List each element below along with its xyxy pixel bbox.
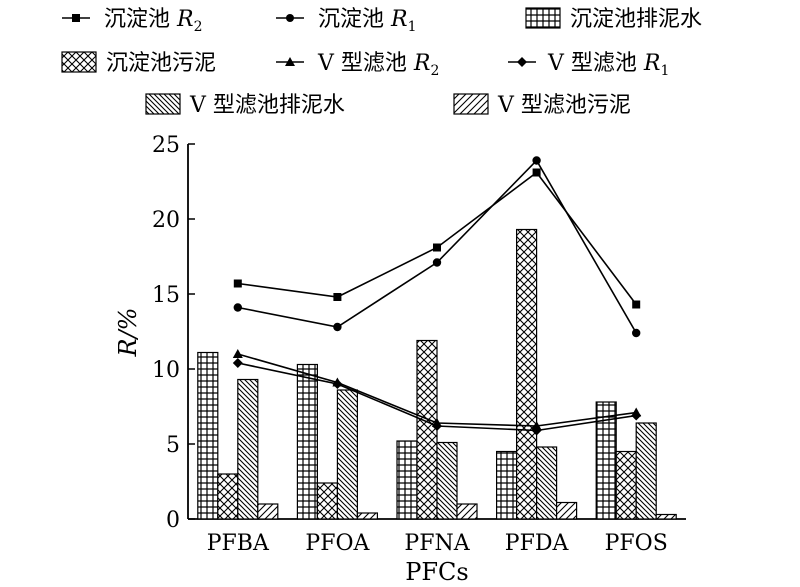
legend-symbol-line-2: R <box>390 7 408 32</box>
series-line-square <box>237 171 637 305</box>
svg-text:V 型滤池 R1: V 型滤池 R1 <box>547 51 669 79</box>
legend-label-bar-4: V 型滤池污泥 <box>497 93 631 118</box>
y-tick-label: 0 <box>166 508 180 533</box>
x-tick-label: PFDA <box>505 531 570 556</box>
bar-slash <box>655 513 677 520</box>
point-square <box>433 243 441 252</box>
legend-label-bar-1: 沉淀池排泥水 <box>570 7 702 32</box>
point-square <box>333 293 342 301</box>
point-circle <box>532 156 541 165</box>
legend-item-line-3: V 型滤池 R2 <box>276 51 439 79</box>
bar-slash <box>456 503 478 520</box>
bar-backslash <box>436 441 458 520</box>
bar-crosshatch <box>217 473 239 520</box>
y-tick-label: 15 <box>152 283 180 308</box>
y-ticks: 0 5 10 15 20 25 <box>152 133 195 533</box>
legend-sub-line-4: 1 <box>660 63 669 79</box>
legend-item-line-4: V 型滤池 R1 <box>508 51 669 79</box>
bar-slash <box>257 503 279 520</box>
legend-symbol-line-4: R <box>643 51 661 76</box>
x-axis-title: PFCs <box>405 558 468 586</box>
bar-slash <box>555 501 578 520</box>
point-diamond <box>531 425 542 436</box>
legend-symbol-line-3: R <box>413 51 431 76</box>
point-diamond <box>631 410 642 421</box>
point-circle <box>233 303 242 312</box>
bar-slash <box>356 512 378 520</box>
bar-grid <box>496 450 518 520</box>
legend-symbol-line-1: R <box>176 7 194 32</box>
legend-item-bar-3: V 型滤池排泥水 <box>145 93 345 118</box>
x-ticks: PFBA PFOA PFNA PFDA PFOS <box>207 512 668 556</box>
point-square <box>632 300 641 309</box>
bars <box>197 228 677 520</box>
legend-item-bar-2: 沉淀池污泥 <box>61 51 216 76</box>
point-diamond <box>232 358 243 368</box>
svg-text:沉淀池 R2: 沉淀池 R2 <box>104 7 203 35</box>
point-square <box>233 279 242 288</box>
bar-grid <box>197 351 219 520</box>
legend-label-line-3: V 型滤池 <box>317 51 407 76</box>
legend-item-line-1: 沉淀池 R2 <box>62 7 203 35</box>
y-tick-label: 25 <box>152 133 180 158</box>
axes: 0 5 10 15 20 25 PFBA PFOA PFNA PFDA PFOS R/% PFCs <box>114 133 686 586</box>
legend-label-bar-2: 沉淀池污泥 <box>106 51 216 76</box>
legend-label-bar-3: V 型滤池排泥水 <box>189 93 345 118</box>
point-diamond <box>432 421 442 431</box>
svg-text:沉淀池 R1: 沉淀池 R1 <box>318 7 417 35</box>
legend-sub-line-1: 2 <box>194 19 203 35</box>
point-circle <box>432 258 442 267</box>
bar-grid <box>296 363 318 520</box>
x-tick-label: PFOA <box>305 531 370 556</box>
legend: 沉淀池 R2 沉淀池 R1 沉淀池排泥水 沉淀池污泥 V 型滤池 R2 V 型滤… <box>61 7 702 118</box>
legend-label-line-1: 沉淀池 <box>104 7 170 32</box>
point-triangle <box>232 349 243 358</box>
lines <box>232 156 642 436</box>
point-circle <box>632 328 641 338</box>
y-axis-title: R/% <box>114 308 142 358</box>
point-circle <box>333 322 342 332</box>
svg-text:V 型滤池 R2: V 型滤池 R2 <box>317 51 439 79</box>
legend-label-line-2: 沉淀池 <box>318 7 384 32</box>
y-tick-label: 20 <box>152 208 180 233</box>
legend-item-bar-1: 沉淀池排泥水 <box>525 7 702 32</box>
bar-backslash <box>336 389 358 520</box>
bar-crosshatch <box>316 482 338 520</box>
y-tick-label: 5 <box>166 433 180 458</box>
bar-crosshatch <box>515 228 538 520</box>
bar-crosshatch <box>416 339 438 520</box>
bar-crosshatch <box>615 450 637 520</box>
legend-label-line-4: V 型滤池 <box>547 51 637 76</box>
legend-item-line-2: 沉淀池 R1 <box>276 7 417 35</box>
y-tick-label: 10 <box>152 358 180 383</box>
bar-backslash <box>635 422 657 520</box>
point-square <box>532 168 541 177</box>
point-diamond <box>332 379 343 389</box>
x-tick-label: PFNA <box>404 531 470 556</box>
legend-sub-line-3: 2 <box>430 63 439 79</box>
bar-backslash <box>535 446 558 520</box>
bar-backslash <box>237 378 259 520</box>
bar-grid <box>396 440 418 520</box>
legend-sub-line-2: 1 <box>408 19 417 35</box>
x-tick-label: PFOS <box>605 531 668 556</box>
legend-item-bar-4: V 型滤池污泥 <box>453 93 631 118</box>
x-tick-label: PFBA <box>207 531 270 556</box>
